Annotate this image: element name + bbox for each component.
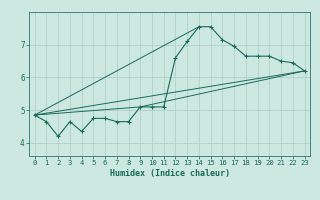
X-axis label: Humidex (Indice chaleur): Humidex (Indice chaleur) (109, 169, 229, 178)
